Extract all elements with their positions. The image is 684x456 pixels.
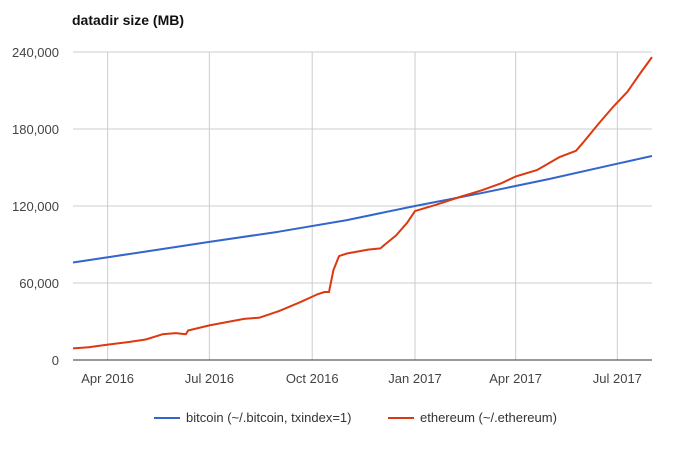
x-tick-label: Jul 2017: [593, 371, 642, 386]
legend-swatch-ethereum: [388, 416, 414, 419]
y-tick-label: 0: [52, 353, 59, 368]
chart-title: datadir size (MB): [72, 12, 185, 28]
legend-label-bitcoin: bitcoin (~/.bitcoin, txindex=1): [186, 410, 352, 425]
legend-item-ethereum[interactable]: ethereum (~/.ethereum): [388, 410, 557, 425]
y-tick-label: 240,000: [12, 45, 59, 60]
y-tick-label: 60,000: [19, 276, 59, 291]
x-tick-label: Jul 2016: [185, 371, 234, 386]
line-chart: 0 60,000 120,000 180,000 240,000 Apr 2016 Jul …: [12, 45, 653, 386]
axes: 0 60,000 120,000 180,000 240,000 Apr 2016 Jul …: [12, 45, 652, 386]
grid-lines: [73, 51, 652, 360]
legend-swatch-bitcoin: [154, 416, 180, 419]
x-tick-label: Apr 2017: [489, 371, 542, 386]
y-tick-label: 120,000: [12, 199, 59, 214]
series-line-bitcoin: [72, 155, 653, 264]
series-lines: [72, 56, 653, 350]
y-tick-label: 180,000: [12, 122, 59, 137]
legend-label-ethereum: ethereum (~/.ethereum): [420, 410, 557, 425]
series-line-ethereum: [72, 56, 653, 350]
x-tick-label: Jan 2017: [388, 371, 442, 386]
x-tick-label: Oct 2016: [286, 371, 339, 386]
x-tick-label: Apr 2016: [81, 371, 134, 386]
legend-item-bitcoin[interactable]: bitcoin (~/.bitcoin, txindex=1): [154, 410, 351, 425]
legend: bitcoin (~/.bitcoin, txindex=1) ethereum…: [0, 410, 684, 430]
